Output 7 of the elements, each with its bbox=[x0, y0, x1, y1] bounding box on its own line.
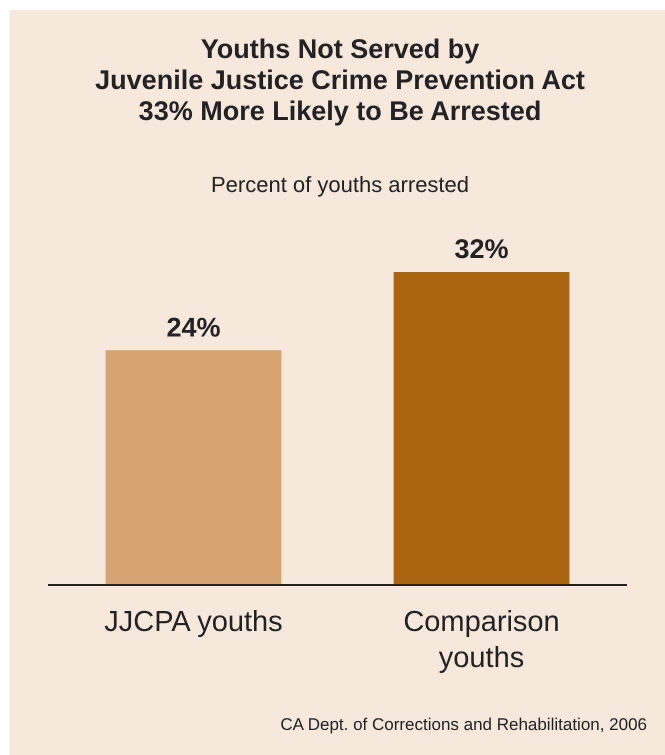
chart-subtitle: Percent of youths arrested bbox=[210, 172, 470, 197]
data-label: 24% bbox=[166, 312, 220, 342]
data-label: 32% bbox=[454, 234, 509, 264]
chart-title: Youths Not Served by Juvenile Justice Crime Prevention Act 33% More Likely to Be Arrested bbox=[95, 34, 585, 126]
text: CA Dept. of Corrections and Rehabilitation, 2006 bbox=[280, 715, 647, 734]
x-tick-label: JJCPA youths bbox=[104, 606, 283, 638]
x-tick-label: Comparison youths bbox=[403, 606, 560, 674]
